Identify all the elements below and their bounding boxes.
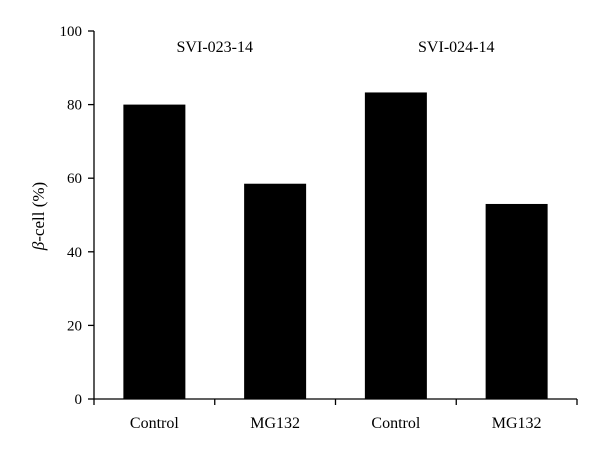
bar-3	[364, 92, 427, 400]
bars-layer	[123, 92, 548, 400]
x-category-label: Control	[371, 415, 420, 432]
bar-2	[244, 183, 307, 399]
x-axis: Control MG132 Control MG132	[93, 398, 578, 432]
group-label: SVI-023-14	[177, 39, 253, 56]
y-tick-label: 60	[67, 171, 82, 187]
y-tick-label: 0	[75, 392, 83, 408]
y-tick-label: 20	[67, 318, 82, 334]
x-category-label: Control	[130, 415, 179, 432]
y-tick-label: 40	[67, 245, 82, 261]
y-axis-title: β-cell (%)	[29, 182, 48, 251]
group-labels: SVI-023-14 SVI-024-14	[177, 39, 495, 56]
y-tick-label: 100	[60, 24, 83, 40]
x-category-label: MG132	[492, 415, 542, 432]
x-category-label: MG132	[250, 415, 300, 432]
y-tick-label: 80	[67, 98, 82, 114]
y-axis: 0 20 40 60 80 100	[60, 24, 95, 408]
group-label: SVI-024-14	[418, 39, 494, 56]
y-axis-title-text: -cell (%)	[29, 182, 48, 242]
y-axis-title-symbol: β	[29, 241, 48, 251]
bar-1	[123, 104, 186, 399]
bar-4	[485, 203, 548, 399]
